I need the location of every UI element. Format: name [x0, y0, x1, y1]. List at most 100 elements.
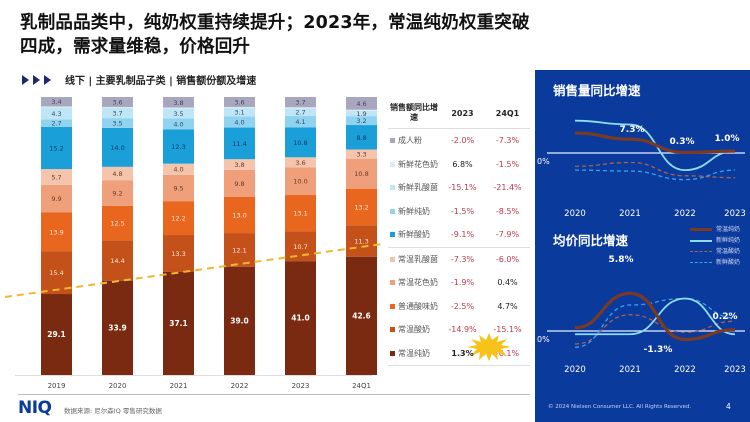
x-tick-label: 2022 [674, 365, 696, 375]
table-row: 常温乳酸菌 -7.3% -6.0% [388, 246, 530, 272]
header-24q1: 24Q1 [495, 108, 520, 118]
series-line-3 [574, 169, 736, 181]
zero-label: 0% [537, 335, 550, 344]
bar-segment [102, 107, 133, 119]
bar-value-label: 9.5 [173, 184, 183, 192]
x-tick-label: 2023 [724, 365, 746, 375]
table-row: 新鲜酸奶 -9.1% -7.9% [388, 223, 530, 247]
legend-swatch-icon [390, 185, 395, 191]
bar-value-label: 12.2 [171, 215, 185, 223]
legend-swatch-icon [390, 161, 395, 167]
volume-growth-chart: 0% 7.3% 0.3% 1.0% 2020 2021 2022 2023 [537, 119, 746, 219]
bar-segment [285, 167, 316, 196]
series-line-0 [574, 131, 736, 155]
legend-item: 新鲜纯奶 [690, 235, 740, 246]
bar-value-label: 13.9 [49, 228, 63, 236]
x-tick-label: 2020 [109, 382, 127, 390]
value-2023: -15.1% [448, 183, 477, 193]
bar-segment [163, 201, 194, 236]
bar-segment [163, 108, 194, 119]
bar-segment [41, 97, 72, 107]
table-row: 新鲜花色奶 6.8% -1.5% [388, 153, 530, 177]
bar-value-label: 12.1 [232, 246, 246, 254]
value-2023: 6.8% [452, 159, 473, 169]
bar-value-label: 4.6 [356, 100, 366, 108]
legend-swatch-icon [390, 303, 395, 309]
bar-value-label: 9.9 [51, 195, 61, 203]
value-24q1: -7.3% [495, 136, 520, 146]
bar-value-label: 3.7 [112, 110, 122, 118]
bar-value-label: 10.0 [293, 178, 307, 186]
x-tick-label: 2021 [619, 209, 641, 219]
row-label-text: 常温乳酸菌 [398, 254, 438, 264]
bar-segment [163, 129, 194, 164]
bar-value-label: 15.2 [49, 144, 63, 152]
bar-value-label: 10.8 [354, 170, 368, 178]
bar-value-label: 1.9 [356, 110, 366, 118]
series-line-0 [574, 291, 736, 342]
legend-label: 新鲜酸奶 [716, 259, 741, 266]
table-body: 成人粉 -2.0% -7.3% 新鲜花色奶 6.8% -1.5% 新鲜乳酸菌 -15.1% -2… [388, 129, 530, 366]
value-24q1: -15.1% [493, 325, 522, 335]
table-row: 成人粉 -2.0% -7.3% [388, 129, 530, 153]
value-24q1: 0.4% [497, 278, 518, 288]
table-bottom-rule [388, 365, 530, 366]
growth-table: 销售额同比增速 2023 24Q1 成人粉 -2.0% -7.3% 新鲜花色奶 6.8%… [388, 98, 530, 366]
bar-value-label: 14.4 [110, 257, 124, 265]
bar-value-label: 9.2 [112, 190, 122, 198]
bar-segment [346, 109, 377, 111]
value-2023: -14.9% [448, 325, 477, 335]
bar-value-label: 13.3 [171, 250, 185, 258]
row-label-text: 常温花色奶 [398, 278, 438, 288]
bar-segment [224, 107, 255, 117]
bar-value-label: 2.7 [295, 109, 305, 117]
triangle-icon [44, 74, 51, 85]
row-label: 成人粉 [388, 135, 440, 146]
bar-value-label: 15.4 [49, 269, 63, 277]
row-label: 常温乳酸菌 [388, 254, 440, 265]
bar-segment [285, 107, 316, 109]
bar-segment [285, 261, 316, 375]
bar-value-label: 5.7 [51, 174, 61, 182]
bar-value-label: 3.1 [234, 109, 244, 117]
bar-segment [41, 106, 72, 108]
bar-segment [224, 116, 255, 128]
bar-value-label: 4.1 [295, 118, 305, 126]
legend-swatch-icon [390, 256, 395, 262]
bar-value-label: 4.0 [173, 120, 183, 128]
bar-value-label: 3.2 [356, 117, 366, 125]
legend-swatch-icon [390, 280, 395, 286]
bar-segment [346, 125, 377, 150]
row-label: 普通酸味奶 [388, 301, 440, 312]
bar-segment [224, 159, 255, 170]
data-source: 数据来源: 尼尔森IQ 零售研究数据 [64, 407, 162, 415]
bar-value-label: 12.5 [110, 220, 124, 228]
value-24q1: 4.7% [497, 301, 518, 311]
bar-value-label: 13.1 [293, 210, 307, 218]
value-2023: 1.3% [451, 348, 474, 358]
legend-label: 新鲜纯奶 [716, 237, 741, 244]
bar-segment [163, 235, 194, 272]
table-row: 常温纯奶 1.3% -6.1% [388, 342, 530, 366]
bar-value-label: 12.3 [171, 143, 185, 151]
table-row: 常温酸奶 -14.9% -15.1% [388, 318, 530, 342]
legend-item: 常温纯奶 [690, 224, 740, 235]
bar-segment [346, 110, 377, 117]
bar-segment [285, 97, 316, 108]
niq-logo: NIQ [18, 398, 52, 418]
bar-value-label: 39.0 [230, 316, 249, 325]
data-label: 1.0% [715, 134, 740, 144]
zero-label: 0% [537, 157, 550, 166]
bar-segment [102, 180, 133, 206]
bar-value-label: 11.4 [232, 140, 246, 148]
bar-value-label: 3.6 [234, 98, 244, 106]
bar-segment [224, 169, 255, 197]
bar-value-label: 41.0 [291, 314, 310, 323]
bar-value-label: 3.6 [295, 159, 305, 167]
legend-swatch-icon [390, 138, 395, 144]
x-tick-label: 24Q1 [352, 382, 371, 390]
bar-segment [346, 188, 377, 226]
bar-value-label: 37.1 [169, 319, 188, 328]
bar-value-label: 10.8 [293, 139, 307, 147]
triangle-icon [33, 74, 40, 85]
